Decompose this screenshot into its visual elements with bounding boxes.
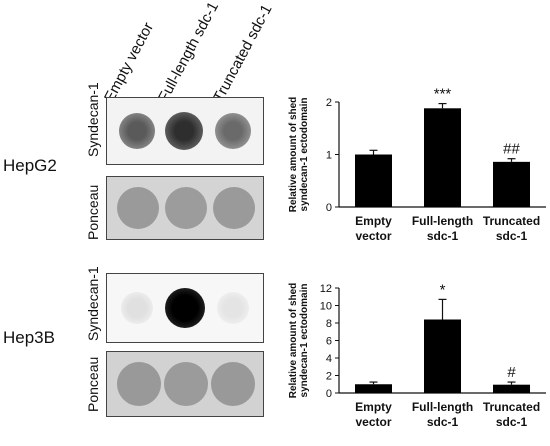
- dot-truncated: [211, 362, 255, 406]
- dot-truncated: [215, 113, 251, 149]
- bar: [424, 108, 461, 207]
- dot-full-length: [165, 112, 203, 150]
- dot-truncated: [213, 187, 255, 229]
- y-tick-label: 0: [326, 388, 332, 400]
- y-tick-label: 10: [320, 301, 332, 313]
- y-tick-label: 1: [326, 150, 332, 162]
- y-tick-label: 4: [326, 353, 332, 365]
- blot-ponceau-hep3b: [106, 351, 264, 417]
- bar: [355, 384, 392, 393]
- column-label-full-length: Full-length sdc-1: [154, 0, 223, 105]
- blot-label-ponceau-hep3b: Ponceau: [85, 356, 101, 412]
- x-tick-label: vector: [355, 415, 391, 429]
- dot-empty-vector: [119, 113, 155, 149]
- bar-chart-hepg2: Relative amount of shed syndecan-1 ectodo…: [288, 86, 546, 243]
- column-label-empty-vector: Empty vector: [100, 19, 158, 106]
- y-axis-label: Relative amount of shed: [288, 283, 299, 399]
- significance-marker: ***: [434, 86, 452, 103]
- dot-truncated: [217, 292, 249, 324]
- bar: [493, 161, 530, 207]
- x-tick-label: Truncated: [483, 400, 540, 414]
- blot-label-ponceau-hepg2: Ponceau: [85, 184, 101, 240]
- dot-empty-vector: [117, 187, 159, 229]
- y-tick-label: 12: [320, 283, 332, 295]
- x-tick-label: sdc-1: [427, 229, 459, 243]
- x-tick-label: Full-length: [412, 214, 473, 228]
- x-tick-label: sdc-1: [427, 415, 459, 429]
- y-axis-label: syndecan-1 ectodomain: [299, 98, 310, 212]
- blot-syndecan-hepg2: [106, 97, 264, 165]
- x-tick-label: sdc-1: [496, 415, 528, 429]
- blot-syndecan-hep3b: [106, 273, 264, 343]
- bar-chart-hep3b: Relative amount of shed syndecan-1 ectodo…: [288, 281, 546, 429]
- y-tick-label: 2: [326, 97, 332, 109]
- dot-full-length: [165, 187, 207, 229]
- x-tick-label: Full-length: [412, 400, 473, 414]
- y-tick-label: 8: [326, 318, 332, 330]
- bar: [355, 154, 392, 207]
- x-tick-label: Empty: [355, 400, 392, 414]
- dot-empty-vector: [121, 292, 153, 324]
- blot-label-syndecan-hep3b: Syndecan-1: [85, 266, 101, 341]
- row-label-hep3b: Hep3B: [3, 328, 55, 347]
- y-axis-label: Relative amount of shed: [288, 97, 299, 213]
- y-tick-label: 2: [326, 371, 332, 383]
- dot-empty-vector: [117, 362, 161, 406]
- y-tick-label: 6: [326, 336, 332, 348]
- significance-marker: #: [507, 364, 516, 381]
- significance-marker: *: [440, 281, 446, 298]
- row-label-hepg2: HepG2: [3, 156, 57, 175]
- bar: [424, 319, 461, 393]
- y-tick-label: 0: [326, 202, 332, 214]
- x-tick-label: Truncated: [483, 214, 540, 228]
- dot-full-length: [165, 288, 205, 328]
- x-tick-label: sdc-1: [496, 229, 528, 243]
- dot-full-length: [164, 362, 208, 406]
- y-axis-label: syndecan-1 ectodomain: [299, 284, 310, 398]
- significance-marker: ##: [503, 141, 520, 158]
- x-tick-label: Empty: [355, 214, 392, 228]
- blot-ponceau-hepg2: [106, 176, 264, 240]
- bar: [493, 384, 530, 393]
- x-tick-label: vector: [355, 229, 391, 243]
- column-label-truncated: Truncated sdc-1: [209, 1, 276, 105]
- blot-label-syndecan-hepg2: Syndecan-1: [85, 82, 101, 157]
